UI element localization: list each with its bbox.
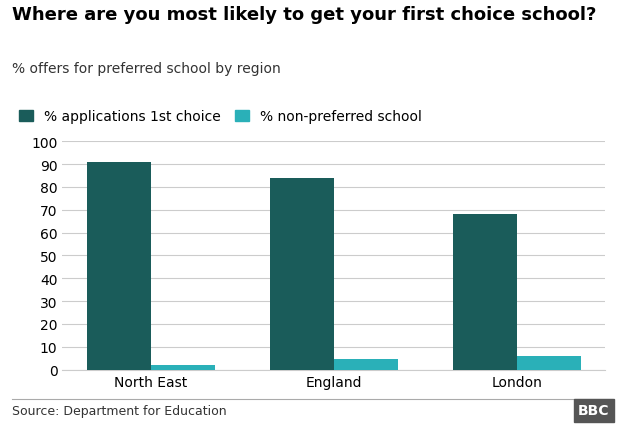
Text: Where are you most likely to get your first choice school?: Where are you most likely to get your fi… [12,6,597,25]
Bar [517,356,580,370]
Bar [87,163,151,370]
Text: % offers for preferred school by region: % offers for preferred school by region [12,62,281,76]
Bar [270,178,334,370]
Bar [452,215,517,370]
Text: Source: Department for Education: Source: Department for Education [12,404,227,417]
Legend: % applications 1st choice, % non-preferred school: % applications 1st choice, % non-preferr… [19,110,422,124]
Text: BBC: BBC [578,403,610,417]
Bar [334,359,398,370]
Bar [151,365,215,370]
